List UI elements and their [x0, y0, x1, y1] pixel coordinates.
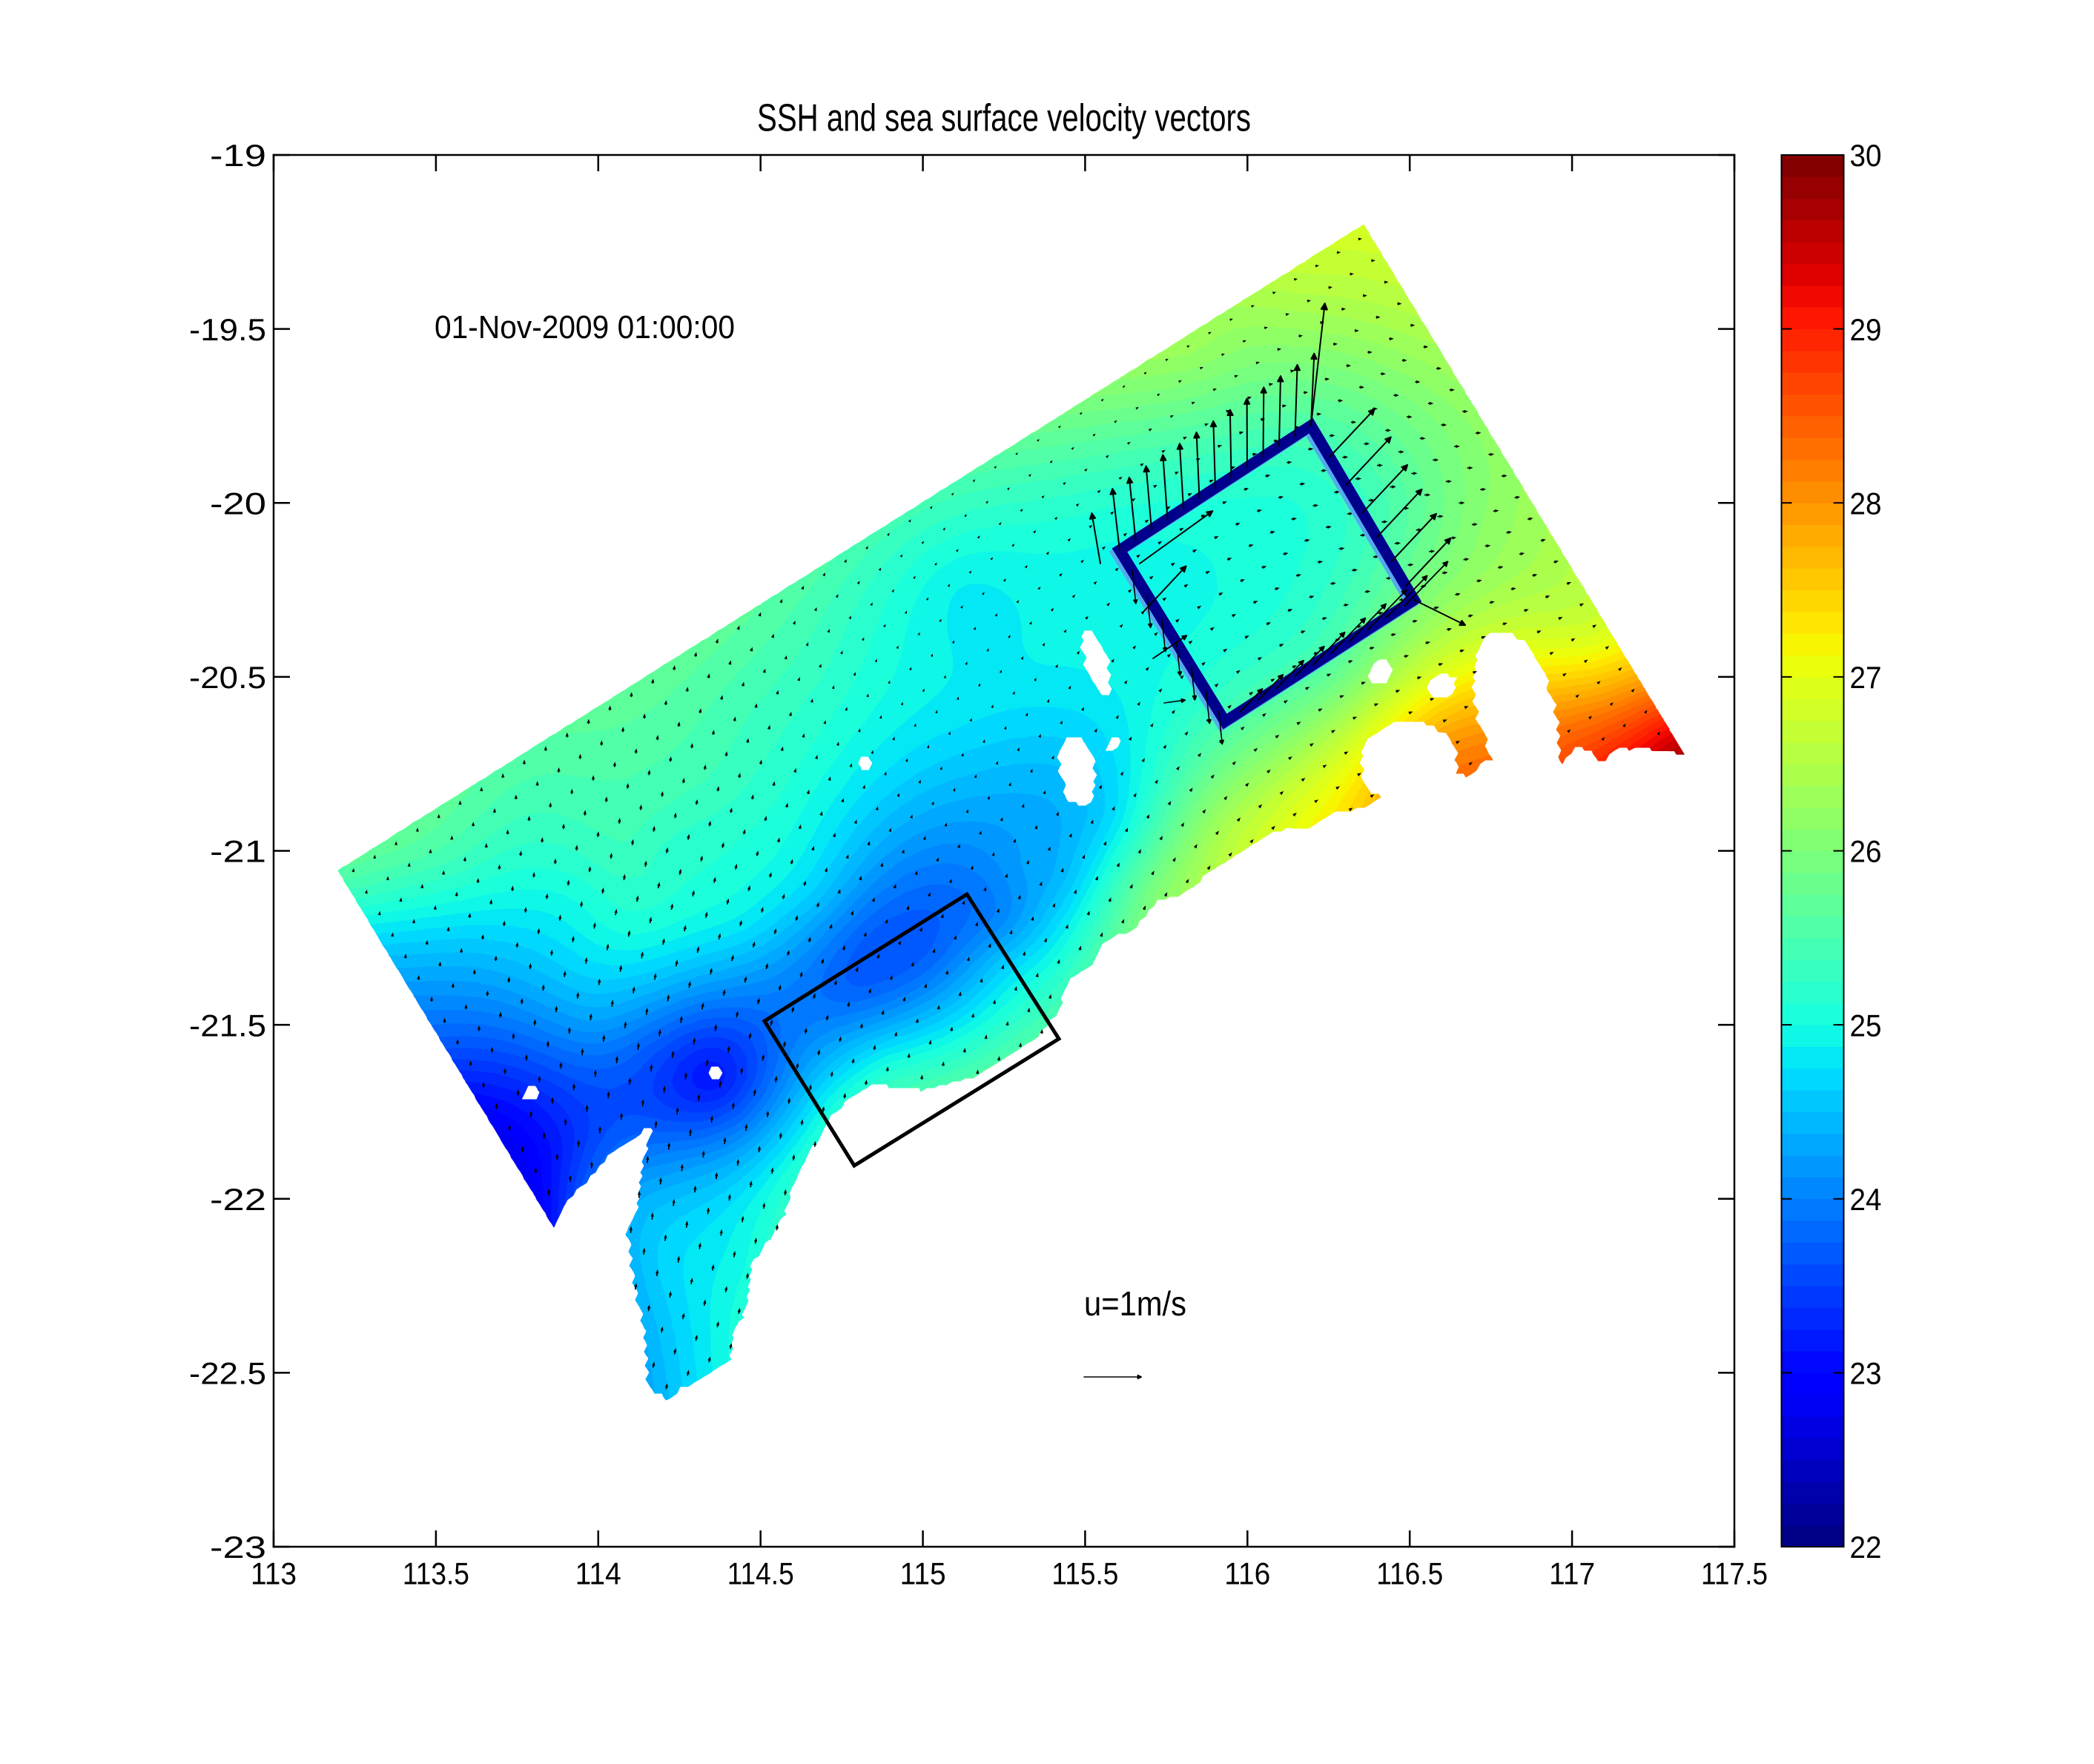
svg-text:-22.5: -22.5 — [189, 1356, 266, 1391]
svg-text:115.5: 115.5 — [1051, 1556, 1118, 1590]
svg-text:-19: -19 — [210, 138, 266, 173]
svg-text:-22: -22 — [210, 1182, 266, 1217]
svg-text:25: 25 — [1850, 1008, 1882, 1043]
svg-text:-21: -21 — [210, 834, 266, 869]
svg-text:115: 115 — [900, 1556, 946, 1590]
svg-text:117.5: 117.5 — [1701, 1556, 1768, 1590]
svg-text:SSH and sea surface velocity v: SSH and sea surface velocity vectors — [757, 97, 1251, 140]
svg-text:29: 29 — [1850, 312, 1882, 347]
svg-text:22: 22 — [1850, 1530, 1882, 1565]
svg-text:113.5: 113.5 — [403, 1556, 469, 1590]
svg-text:24: 24 — [1850, 1182, 1882, 1217]
svg-text:23: 23 — [1850, 1356, 1882, 1391]
svg-text:116: 116 — [1224, 1556, 1270, 1590]
svg-text:116.5: 116.5 — [1376, 1556, 1443, 1590]
svg-text:26: 26 — [1850, 834, 1882, 869]
svg-text:-20: -20 — [210, 486, 266, 521]
svg-text:30: 30 — [1850, 138, 1882, 173]
svg-text:117: 117 — [1549, 1556, 1595, 1590]
svg-text:113: 113 — [251, 1556, 297, 1590]
svg-text:114: 114 — [575, 1556, 621, 1590]
svg-text:27: 27 — [1850, 660, 1882, 695]
svg-text:-19.5: -19.5 — [189, 312, 266, 347]
svg-text:u=1m/s: u=1m/s — [1084, 1284, 1186, 1323]
svg-text:-23: -23 — [210, 1530, 266, 1565]
svg-text:28: 28 — [1850, 486, 1882, 521]
svg-text:-20.5: -20.5 — [189, 660, 266, 695]
svg-text:01-Nov-2009 01:00:00: 01-Nov-2009 01:00:00 — [435, 309, 735, 346]
svg-text:-21.5: -21.5 — [189, 1008, 266, 1043]
svg-text:114.5: 114.5 — [727, 1556, 794, 1590]
